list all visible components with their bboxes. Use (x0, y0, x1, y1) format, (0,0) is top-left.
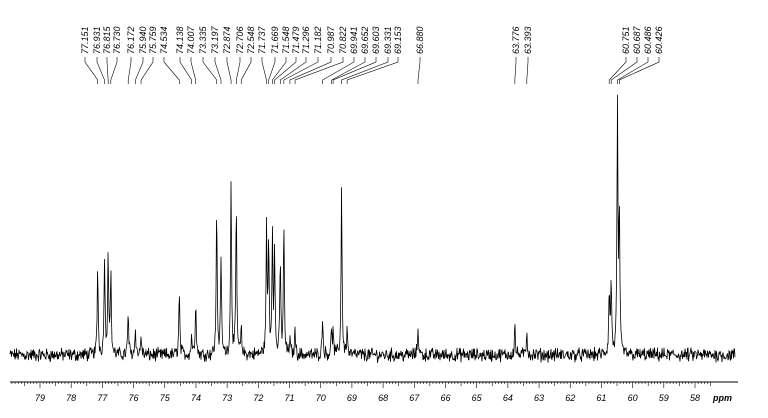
peak-leader-line (332, 57, 377, 84)
peak-label: 70.822 (338, 26, 348, 54)
peak-leader-line (179, 57, 192, 84)
tick-label: 65 (472, 393, 483, 403)
peak-leader-line (214, 57, 222, 84)
tick-label: 63 (534, 393, 544, 403)
tick-label: 58 (690, 393, 700, 403)
peak-leader-line (331, 57, 366, 84)
tick-label: 68 (378, 393, 388, 403)
peak-label: 76.931 (92, 26, 102, 54)
peak-leader-line (127, 57, 132, 84)
tick-label: 77 (97, 393, 108, 403)
peak-label: 77.151 (80, 26, 90, 54)
peak-label: 63.393 (523, 26, 533, 54)
peak-label-leaders (84, 57, 660, 84)
peak-label: 72.548 (246, 26, 256, 54)
peak-leader-line (140, 57, 154, 84)
peak-label: 71.669 (270, 26, 280, 54)
peak-label: 71.182 (313, 26, 323, 54)
peak-label: 71.296 (301, 26, 311, 54)
peak-leader-line (261, 57, 267, 84)
tick-label: 62 (565, 393, 575, 403)
spectrum-trace (9, 94, 736, 363)
peak-leader-line (272, 57, 287, 84)
peak-label: 74.007 (186, 25, 196, 54)
peak-label: 74.138 (175, 26, 185, 54)
peak-label: 69.652 (360, 26, 370, 54)
peak-leader-line (617, 57, 649, 84)
tick-label: 60 (628, 393, 638, 403)
peak-leader-line (135, 57, 144, 84)
tick-label: 72 (253, 393, 263, 403)
peak-leader-line (289, 57, 332, 84)
peak-leader-line (283, 57, 319, 84)
peak-label: 60.751 (621, 26, 631, 54)
tick-label: 75 (160, 393, 171, 403)
peak-leader-line (240, 57, 252, 84)
peak-leader-line (526, 57, 529, 84)
tick-label: 76 (129, 393, 139, 403)
peak-label: 70.987 (326, 25, 336, 54)
peak-label: 69.331 (383, 26, 393, 54)
peak-leader-line (279, 57, 307, 84)
tick-label: 79 (35, 393, 45, 403)
peak-leader-line (322, 57, 355, 84)
peak-label: 66.880 (415, 26, 425, 54)
peak-leader-line (294, 57, 344, 84)
peak-leader-line (268, 57, 276, 84)
peak-label: 75.940 (138, 26, 148, 54)
peak-label: 69.603 (371, 26, 381, 54)
peak-label: 76.730 (112, 26, 122, 54)
tick-label: 66 (440, 393, 450, 403)
peak-labels: 77.151 76.931 76.815 76.730 76.172 75.940 75.7… (80, 25, 664, 54)
peak-leader-line (346, 57, 399, 84)
peak-label: 71.548 (281, 26, 291, 54)
peak-label: 72.874 (222, 26, 232, 54)
ppm-axis: 79 78 77 76 75 74 73 72 71 70 69 68 67 66 65 64 63 62 61 60… (10, 381, 738, 403)
peak-leader-line (163, 57, 180, 84)
tick-label: 64 (503, 393, 513, 403)
tick-label: 74 (191, 393, 201, 403)
peak-leader-line (106, 57, 109, 84)
peak-leader-line (190, 57, 197, 84)
peak-leader-line (610, 57, 638, 84)
peak-leader-line (226, 57, 232, 84)
axis-unit-label: ppm (712, 393, 732, 403)
peak-leader-line (110, 57, 118, 84)
tick-label: 69 (347, 393, 357, 403)
tick-label: 73 (222, 393, 232, 403)
peak-label: 69.153 (393, 26, 403, 54)
peak-label: 71.479 (291, 26, 301, 54)
peak-leader-line (274, 57, 297, 84)
peak-label: 76.815 (102, 25, 112, 54)
peak-label: 72.706 (235, 26, 245, 54)
peak-label: 60.426 (654, 26, 664, 54)
peak-label: 60.486 (643, 26, 653, 54)
tick-label: 71 (285, 393, 295, 403)
peak-label: 63.776 (511, 26, 521, 54)
peak-leader-line (514, 57, 517, 84)
peak-label: 69.941 (349, 26, 359, 54)
peak-label: 74.534 (159, 26, 169, 54)
peak-leader-line (417, 57, 421, 84)
peak-label: 75.759 (148, 26, 158, 54)
peak-label: 73.197 (210, 25, 220, 54)
peak-leader-line (608, 57, 627, 84)
tick-label: 61 (596, 393, 606, 403)
peak-leader-line (619, 57, 660, 84)
tick-label: 67 (409, 393, 420, 403)
peak-label: 60.687 (632, 25, 642, 54)
peak-label: 76.172 (126, 26, 136, 54)
tick-label: 78 (66, 393, 76, 403)
peak-leader-line (96, 57, 105, 84)
peak-leader-line (84, 57, 98, 84)
peak-leader-line (236, 57, 241, 84)
peak-leader-line (341, 57, 389, 84)
peak-label: 73.335 (198, 25, 208, 54)
peak-label: 71.737 (257, 25, 267, 54)
tick-label: 70 (316, 393, 326, 403)
tick-label: 59 (659, 393, 669, 403)
peak-leader-line (202, 57, 217, 84)
